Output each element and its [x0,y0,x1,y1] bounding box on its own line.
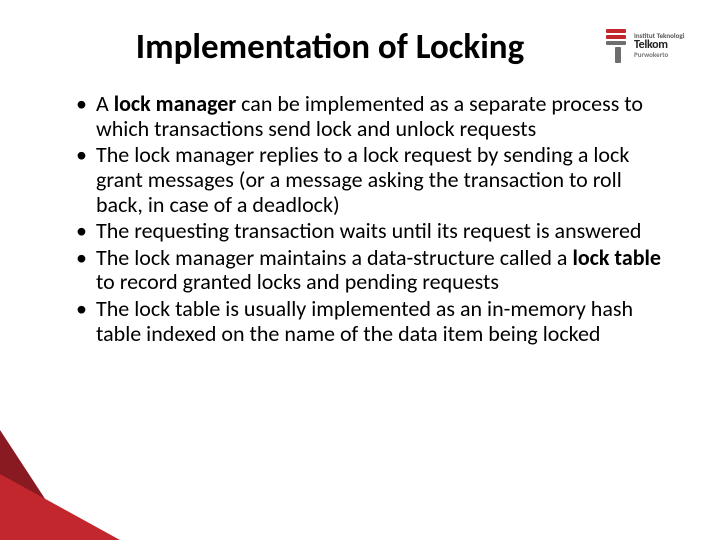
bullet-text-post: The requesting transaction waits until i… [96,217,642,244]
bullet-text-pre: A [96,90,114,117]
bullet-text-bold: lock manager [114,90,236,117]
logo-mark-icon [606,27,630,63]
list-item: The lock manager replies to a lock reque… [76,143,672,217]
list-item: The requesting transaction waits until i… [76,219,672,244]
institution-logo: Institut Teknologi Telkom Purwokerto [606,20,702,70]
corner-decoration-icon [0,430,140,540]
bullet-text-post: The lock manager replies to a lock reque… [96,141,629,217]
slide: Institut Teknologi Telkom Purwokerto Imp… [0,0,720,540]
bullet-text-bold: lock table [572,244,661,271]
bullet-text-post: The lock table is usually implemented as… [96,295,633,347]
bullet-list: A lock manager can be implemented as a s… [48,92,672,346]
bullet-text-pre: The lock manager maintains a data-struct… [96,244,572,271]
slide-title: Implementation of Locking [78,26,582,68]
list-item: The lock manager maintains a data-struct… [76,246,672,295]
logo-text: Institut Teknologi Telkom Purwokerto [634,32,684,58]
list-item: The lock table is usually implemented as… [76,297,672,346]
list-item: A lock manager can be implemented as a s… [76,92,672,141]
logo-line3: Purwokerto [634,51,684,58]
bullet-text-post: to record granted locks and pending requ… [96,268,499,295]
